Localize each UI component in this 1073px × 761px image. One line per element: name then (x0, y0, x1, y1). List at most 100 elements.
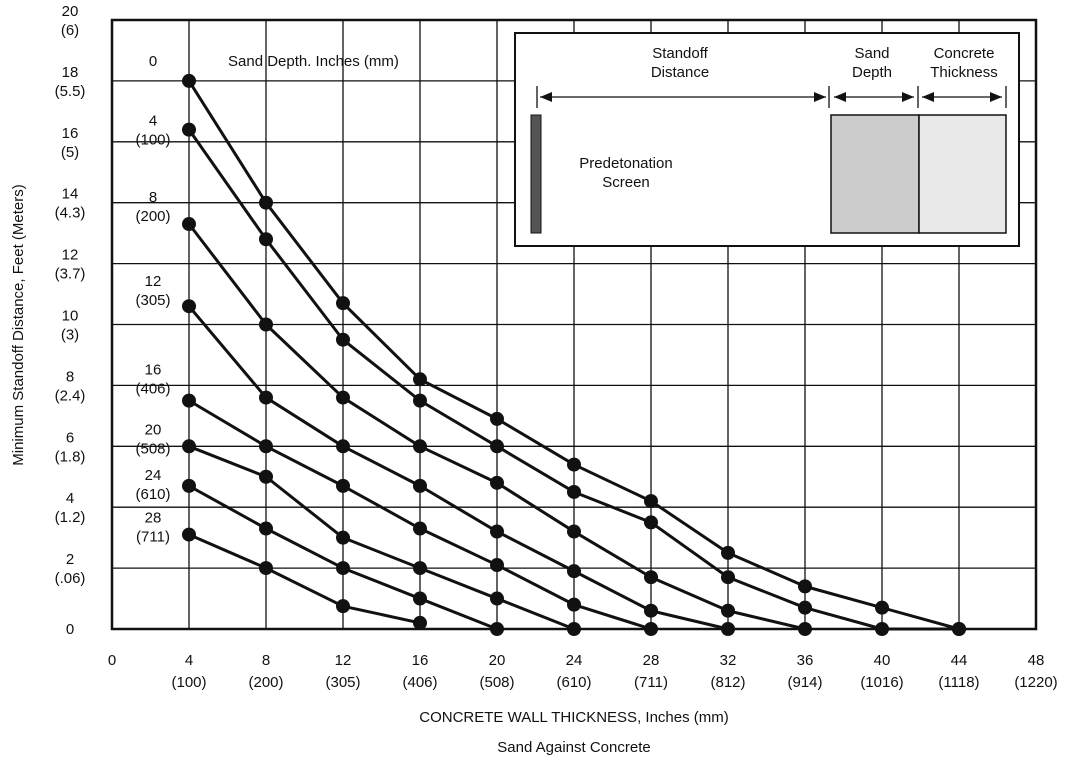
x-tick-label: 16 (412, 652, 429, 669)
x-tick-sublabel: (406) (402, 674, 437, 691)
y-tick-sublabel: (3.7) (55, 266, 86, 283)
x-tick-sublabel: (914) (787, 674, 822, 691)
data-point (567, 524, 581, 539)
y-tick-sublabel: (1.8) (55, 448, 86, 465)
x-tick-label: 12 (335, 652, 352, 669)
data-point (413, 439, 427, 454)
data-point (413, 615, 427, 630)
x-tick-sublabel: (305) (325, 674, 360, 691)
data-point (798, 622, 812, 636)
y-tick-label: 16 (62, 125, 79, 142)
sand-dimension-arrow (834, 86, 919, 108)
data-point (413, 561, 427, 576)
data-point (182, 478, 196, 493)
y-tick-label: 8 (66, 368, 74, 385)
y-tick-sublabel: (5) (61, 144, 79, 161)
series-line-28 (188, 533, 421, 625)
data-point (490, 558, 504, 573)
data-point (644, 570, 658, 585)
y-tick-sublabel: (4.3) (55, 205, 86, 222)
inset-standoff-label: Standoff Distance (651, 45, 709, 81)
data-point (490, 622, 504, 636)
y-tick-label: 4 (66, 490, 74, 507)
x-tick-sublabel: (200) (248, 674, 283, 691)
x-tick-label: 8 (262, 652, 270, 669)
data-point (721, 570, 735, 585)
data-point (567, 484, 581, 499)
inset-screen-label: Predetonation Screen (579, 155, 672, 191)
series-lines (182, 73, 966, 636)
standoff-dimension-arrow (536, 86, 830, 108)
x-tick-label: 36 (797, 652, 814, 669)
x-tick-sublabel: (508) (479, 674, 514, 691)
data-point (259, 232, 273, 247)
data-point (182, 122, 196, 137)
data-point (875, 600, 889, 615)
series-line-12 (187, 305, 729, 631)
data-point (259, 521, 273, 536)
y-tick-label: 2 (66, 551, 74, 568)
x-tick-label: 40 (874, 652, 891, 669)
data-point (336, 390, 350, 405)
x-axis-title: CONCRETE WALL THICKNESS, Inches (mm) (419, 709, 729, 726)
data-point (490, 475, 504, 490)
series-sublabel: (406) (135, 381, 170, 398)
x-tick-sublabel: (1118) (938, 674, 979, 691)
data-point (644, 622, 658, 636)
x-tick-label: 24 (566, 652, 583, 669)
data-point (259, 469, 273, 484)
data-point (182, 299, 196, 314)
series-label: 28 (145, 510, 162, 527)
data-point (644, 603, 658, 618)
series-label: 24 (145, 467, 162, 484)
data-point (721, 545, 735, 560)
y-axis-title: Minimum Standoff Distance, Feet (Meters) (10, 184, 27, 465)
data-point (259, 195, 273, 210)
data-point (567, 622, 581, 636)
data-point (490, 439, 504, 454)
data-point (721, 622, 735, 636)
inset-diagram: Standoff Distance Sand Depth Concrete Thick… (514, 32, 1020, 247)
y-tick-sublabel: (5.5) (55, 83, 86, 100)
y-axis-ticks: 0 2 (.06) 4 (1.2) 6 (1.8) 8 (2.4) 10 (3) 12 (3.7) 14 (… (55, 3, 86, 638)
data-point (413, 393, 427, 408)
data-point (336, 561, 350, 576)
x-tick-label: 44 (951, 652, 968, 669)
inset-sand-label: Sand Depth (852, 45, 892, 81)
x-tick-label: 20 (489, 652, 506, 669)
data-point (798, 600, 812, 615)
y-tick-label: 20 (62, 3, 79, 20)
x-tick-sublabel: (711) (634, 674, 668, 691)
data-point (644, 494, 658, 509)
series-label: 16 (145, 362, 162, 379)
data-point (336, 439, 350, 454)
series-labels: 0 4 (100) 8 (200) 12 (305) 16 (406) 20 (508) 24 (610… (135, 53, 170, 546)
x-tick-sublabel: (812) (710, 674, 745, 691)
series-label: 20 (145, 421, 162, 438)
data-point (182, 73, 196, 88)
data-point (413, 372, 427, 387)
series-sublabel: (610) (135, 486, 170, 503)
y-tick-sublabel: (1.2) (55, 509, 86, 526)
data-point (490, 591, 504, 606)
data-point (182, 439, 196, 454)
y-tick-label: 18 (62, 64, 79, 81)
predetonation-screen (530, 114, 542, 234)
data-point (182, 217, 196, 232)
inset-concrete-label: Concrete Thickness (930, 45, 998, 81)
y-tick-label: 6 (66, 429, 74, 446)
data-point (875, 622, 889, 636)
series-label: 4 (149, 113, 157, 130)
data-point (336, 530, 350, 545)
data-point (259, 390, 273, 405)
x-axis-subtitle: Sand Against Concrete (497, 739, 650, 756)
concrete-dimension-arrow (922, 86, 1007, 108)
data-point (490, 524, 504, 539)
y-tick-label: 0 (66, 621, 74, 638)
series-header: Sand Depth. Inches (mm) (228, 53, 399, 70)
series-sublabel: (711) (136, 529, 170, 546)
x-axis-ticks: 0 4 (100) 8 (200) 12 (305) 16 (406) 20 (508) 24 (610… (108, 652, 1058, 691)
x-tick-label: 48 (1028, 652, 1045, 669)
data-point (567, 597, 581, 612)
x-tick-sublabel: (100) (171, 674, 206, 691)
